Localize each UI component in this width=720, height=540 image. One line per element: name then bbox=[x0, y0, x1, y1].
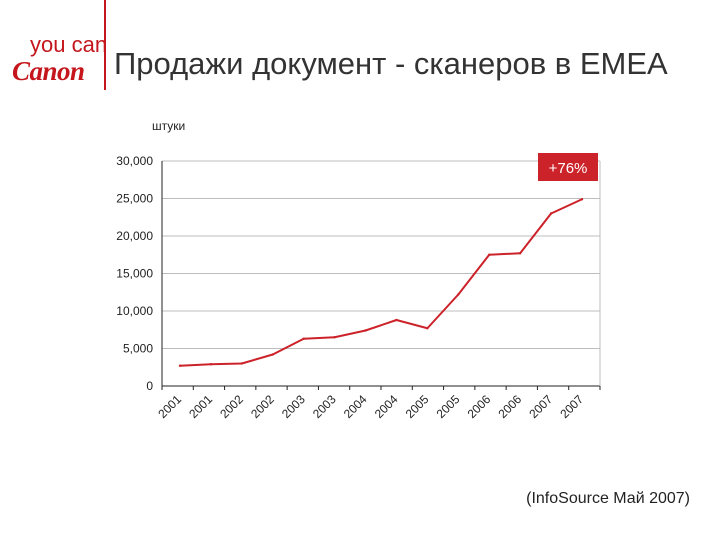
x-tick-label: 2006 bbox=[465, 392, 494, 421]
data-point bbox=[240, 362, 244, 365]
slide-title: Продажи документ - сканеров в EMEA bbox=[114, 46, 668, 81]
x-tick-label: 2004 bbox=[372, 392, 401, 421]
data-point bbox=[426, 327, 429, 330]
source-note: (InfoSource Май 2007) bbox=[526, 490, 690, 507]
data-point bbox=[549, 212, 553, 215]
data-point bbox=[518, 252, 522, 255]
chart-series bbox=[178, 198, 584, 367]
data-point bbox=[488, 253, 491, 256]
x-tick-label: 2002 bbox=[248, 392, 277, 421]
data-point bbox=[364, 329, 367, 332]
x-tick-label: 2001 bbox=[155, 392, 184, 421]
logo-divider bbox=[104, 0, 106, 90]
y-tick-label: 25,000 bbox=[116, 192, 153, 206]
y-tick-label: 15,000 bbox=[116, 267, 153, 281]
x-tick-label: 2002 bbox=[217, 392, 246, 421]
x-tick-label: 2001 bbox=[186, 392, 215, 421]
data-point bbox=[580, 198, 584, 201]
y-tick-label: 30,000 bbox=[116, 154, 153, 168]
y-axis-tick-labels: 0 5,000 10,000 15,000 20,000 25,000 30,000 bbox=[116, 154, 153, 393]
x-axis-tick-labels: 2001 2001 2002 2002 2003 2003 2004 2004 2005 2005… bbox=[155, 392, 586, 421]
chart-axes bbox=[161, 161, 601, 390]
annotation-box bbox=[538, 153, 598, 181]
data-point bbox=[395, 318, 398, 322]
y-tick-label: 10,000 bbox=[116, 304, 153, 318]
x-tick-label: 2007 bbox=[526, 392, 555, 421]
y-axis-label: штуки bbox=[152, 119, 185, 133]
data-point bbox=[178, 364, 182, 367]
y-tick-label: 20,000 bbox=[116, 229, 153, 243]
x-tick-label: 2006 bbox=[495, 392, 524, 421]
y-tick-label: 0 bbox=[146, 379, 153, 393]
x-tick-label: 2004 bbox=[341, 392, 370, 421]
data-point bbox=[302, 337, 305, 340]
y-tick-label: 5,000 bbox=[123, 342, 153, 356]
data-point bbox=[457, 293, 460, 296]
x-tick-label: 2005 bbox=[434, 392, 463, 421]
chart-gridlines bbox=[162, 160, 600, 349]
annotation-badge: +76% bbox=[538, 153, 598, 181]
data-point bbox=[271, 353, 274, 356]
x-tick-label: 2005 bbox=[403, 392, 432, 421]
series-line bbox=[179, 198, 583, 367]
annotation-text: +76% bbox=[549, 160, 588, 177]
x-tick-label: 2003 bbox=[279, 392, 308, 421]
data-point bbox=[333, 336, 336, 339]
logo-tagline: you can bbox=[30, 32, 108, 57]
data-point bbox=[209, 363, 213, 366]
x-tick-label: 2003 bbox=[310, 392, 339, 421]
x-tick-label: 2007 bbox=[557, 392, 586, 421]
canon-logo: Canon bbox=[12, 56, 85, 86]
